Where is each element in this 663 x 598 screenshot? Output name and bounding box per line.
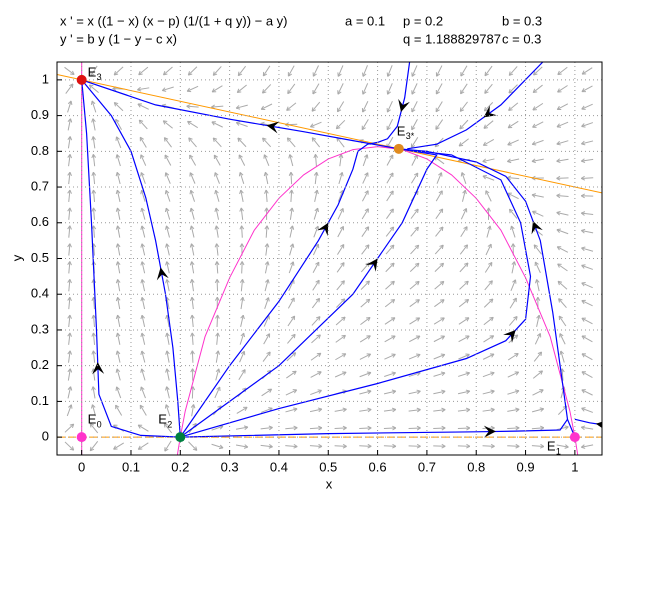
equilibrium-label: E <box>88 412 97 427</box>
equilibrium-label: E <box>158 412 167 427</box>
parameter: q = 1.188829787 <box>403 31 501 46</box>
direction-arrow <box>582 265 586 266</box>
direction-arrow <box>532 144 536 145</box>
direction-arrow <box>442 227 443 231</box>
y-tick-label: 0.8 <box>31 143 49 158</box>
equilibrium-subscript: 2 <box>167 420 172 430</box>
direction-arrow <box>409 428 421 429</box>
direction-arrow <box>270 352 271 356</box>
x-tick-label: 1 <box>571 459 578 474</box>
direction-arrow <box>319 298 320 302</box>
direction-arrow <box>217 315 218 327</box>
direction-arrow <box>163 121 167 122</box>
direction-arrow <box>384 446 396 447</box>
direction-arrow <box>483 446 495 447</box>
direction-arrow <box>485 72 486 76</box>
parameter: b = 0.3 <box>502 13 542 28</box>
direction-arrow <box>71 405 72 409</box>
direction-arrow <box>90 447 91 451</box>
equilibrium-subscript: 0 <box>97 420 102 430</box>
direction-arrow <box>192 386 193 398</box>
equilibrium-point <box>77 75 87 85</box>
direction-arrow <box>359 428 371 429</box>
x-axis-label: x <box>326 476 333 491</box>
direction-arrow <box>367 155 368 159</box>
x-tick-label: 0.5 <box>319 459 337 474</box>
direction-arrow <box>318 390 322 391</box>
direction-arrow <box>557 178 569 179</box>
direction-arrow <box>192 351 193 363</box>
direction-arrow <box>541 352 542 356</box>
direction-arrow <box>288 90 289 94</box>
x-tick-label: 0.8 <box>467 459 485 474</box>
direction-arrow <box>116 387 117 391</box>
direction-arrow <box>141 387 142 391</box>
x-tick-label: 0.3 <box>221 459 239 474</box>
direction-arrow <box>582 408 586 409</box>
direction-arrow <box>460 107 461 111</box>
direction-arrow <box>293 262 294 266</box>
y-tick-label: 0.9 <box>31 107 49 122</box>
y-tick-label: 0.1 <box>31 393 49 408</box>
y-tick-label: 0.7 <box>31 178 49 193</box>
direction-arrow <box>72 84 73 88</box>
direction-arrow <box>392 372 396 373</box>
direction-arrow <box>582 126 586 127</box>
direction-arrow <box>367 372 371 373</box>
equilibrium-point <box>175 432 185 442</box>
parameter: p = 0.2 <box>403 13 443 28</box>
equilibrium-subscript: 3* <box>406 131 415 141</box>
direction-arrow <box>359 446 371 447</box>
equation: y ' = b y (1 − y − c x) <box>60 31 177 46</box>
direction-arrow <box>236 122 240 123</box>
direction-arrow <box>393 227 394 231</box>
x-tick-label: 0 <box>78 459 85 474</box>
direction-arrow <box>268 408 272 409</box>
parameter: c = 0.3 <box>502 31 541 46</box>
direction-arrow <box>238 72 239 76</box>
y-axis-label: y <box>9 254 24 261</box>
direction-arrow <box>467 245 468 249</box>
parameter: a = 0.1 <box>345 13 385 28</box>
equilibrium-point <box>570 432 580 442</box>
y-tick-label: 1 <box>42 71 49 86</box>
direction-arrow <box>116 137 117 141</box>
equilibrium-label: E <box>88 64 97 79</box>
equilibrium-label: E <box>397 123 406 138</box>
equation: x ' = x ((1 − x) (x − p) (1/(1 + q y)) −… <box>60 13 288 28</box>
x-tick-label: 0.4 <box>270 459 288 474</box>
equilibrium-point <box>77 432 87 442</box>
direction-arrow <box>384 428 396 429</box>
y-tick-label: 0.6 <box>31 214 49 229</box>
y-tick-label: 0.2 <box>31 357 49 372</box>
equilibrium-label: E <box>547 439 556 454</box>
direction-arrow <box>70 74 74 75</box>
direction-arrow <box>490 372 494 373</box>
x-tick-label: 0.9 <box>517 459 535 474</box>
direction-arrow <box>557 229 561 230</box>
direction-arrow <box>242 261 243 273</box>
y-tick-label: 0 <box>42 429 49 444</box>
x-tick-label: 0.7 <box>418 459 436 474</box>
x-tick-label: 0.2 <box>171 459 189 474</box>
direction-arrow <box>461 172 462 176</box>
equilibrium-subscript: 3 <box>97 72 102 82</box>
direction-arrow <box>269 297 270 301</box>
y-tick-label: 0.4 <box>31 286 49 301</box>
direction-arrow <box>418 209 419 213</box>
direction-arrow <box>141 172 142 176</box>
direction-arrow <box>368 245 369 249</box>
x-tick-label: 0.1 <box>122 459 140 474</box>
direction-arrow <box>483 175 487 176</box>
equilibrium-subscript: 1 <box>556 447 561 457</box>
y-tick-label: 0.3 <box>31 321 49 336</box>
y-tick-label: 0.5 <box>31 250 49 265</box>
direction-arrow <box>458 428 470 429</box>
equilibrium-point <box>394 144 404 154</box>
direction-arrow <box>190 190 191 194</box>
x-tick-label: 0.6 <box>369 459 387 474</box>
direction-arrow <box>165 190 166 194</box>
